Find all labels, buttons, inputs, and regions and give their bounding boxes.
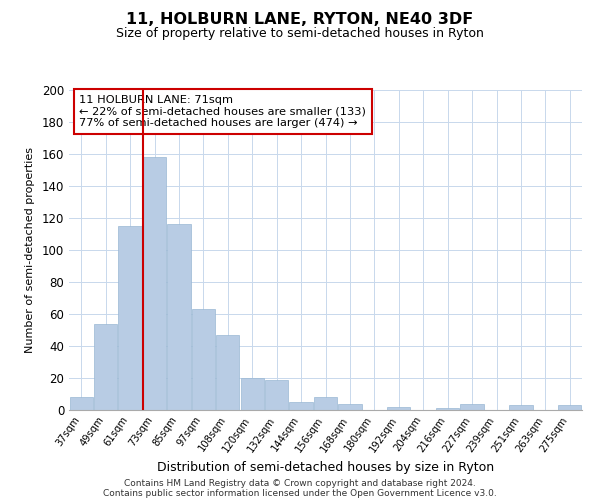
Text: Size of property relative to semi-detached houses in Ryton: Size of property relative to semi-detach… [116, 28, 484, 40]
Bar [436, 408, 459, 410]
Text: Contains public sector information licensed under the Open Government Licence v3: Contains public sector information licen… [103, 488, 497, 498]
Bar [289, 402, 313, 410]
Bar [192, 309, 215, 410]
Bar [265, 380, 288, 410]
Text: 11, HOLBURN LANE, RYTON, NE40 3DF: 11, HOLBURN LANE, RYTON, NE40 3DF [127, 12, 473, 28]
X-axis label: Distribution of semi-detached houses by size in Ryton: Distribution of semi-detached houses by … [157, 460, 494, 473]
Bar [460, 404, 484, 410]
Bar [338, 404, 362, 410]
Bar [558, 405, 581, 410]
Bar [94, 324, 117, 410]
Bar [509, 405, 533, 410]
Text: Contains HM Land Registry data © Crown copyright and database right 2024.: Contains HM Land Registry data © Crown c… [124, 478, 476, 488]
Bar [118, 226, 142, 410]
Bar [241, 378, 264, 410]
Bar [143, 157, 166, 410]
Bar [216, 335, 239, 410]
Bar [167, 224, 191, 410]
Bar [387, 407, 410, 410]
Text: 11 HOLBURN LANE: 71sqm
← 22% of semi-detached houses are smaller (133)
77% of se: 11 HOLBURN LANE: 71sqm ← 22% of semi-det… [79, 95, 366, 128]
Bar [70, 397, 93, 410]
Bar [314, 397, 337, 410]
Y-axis label: Number of semi-detached properties: Number of semi-detached properties [25, 147, 35, 353]
